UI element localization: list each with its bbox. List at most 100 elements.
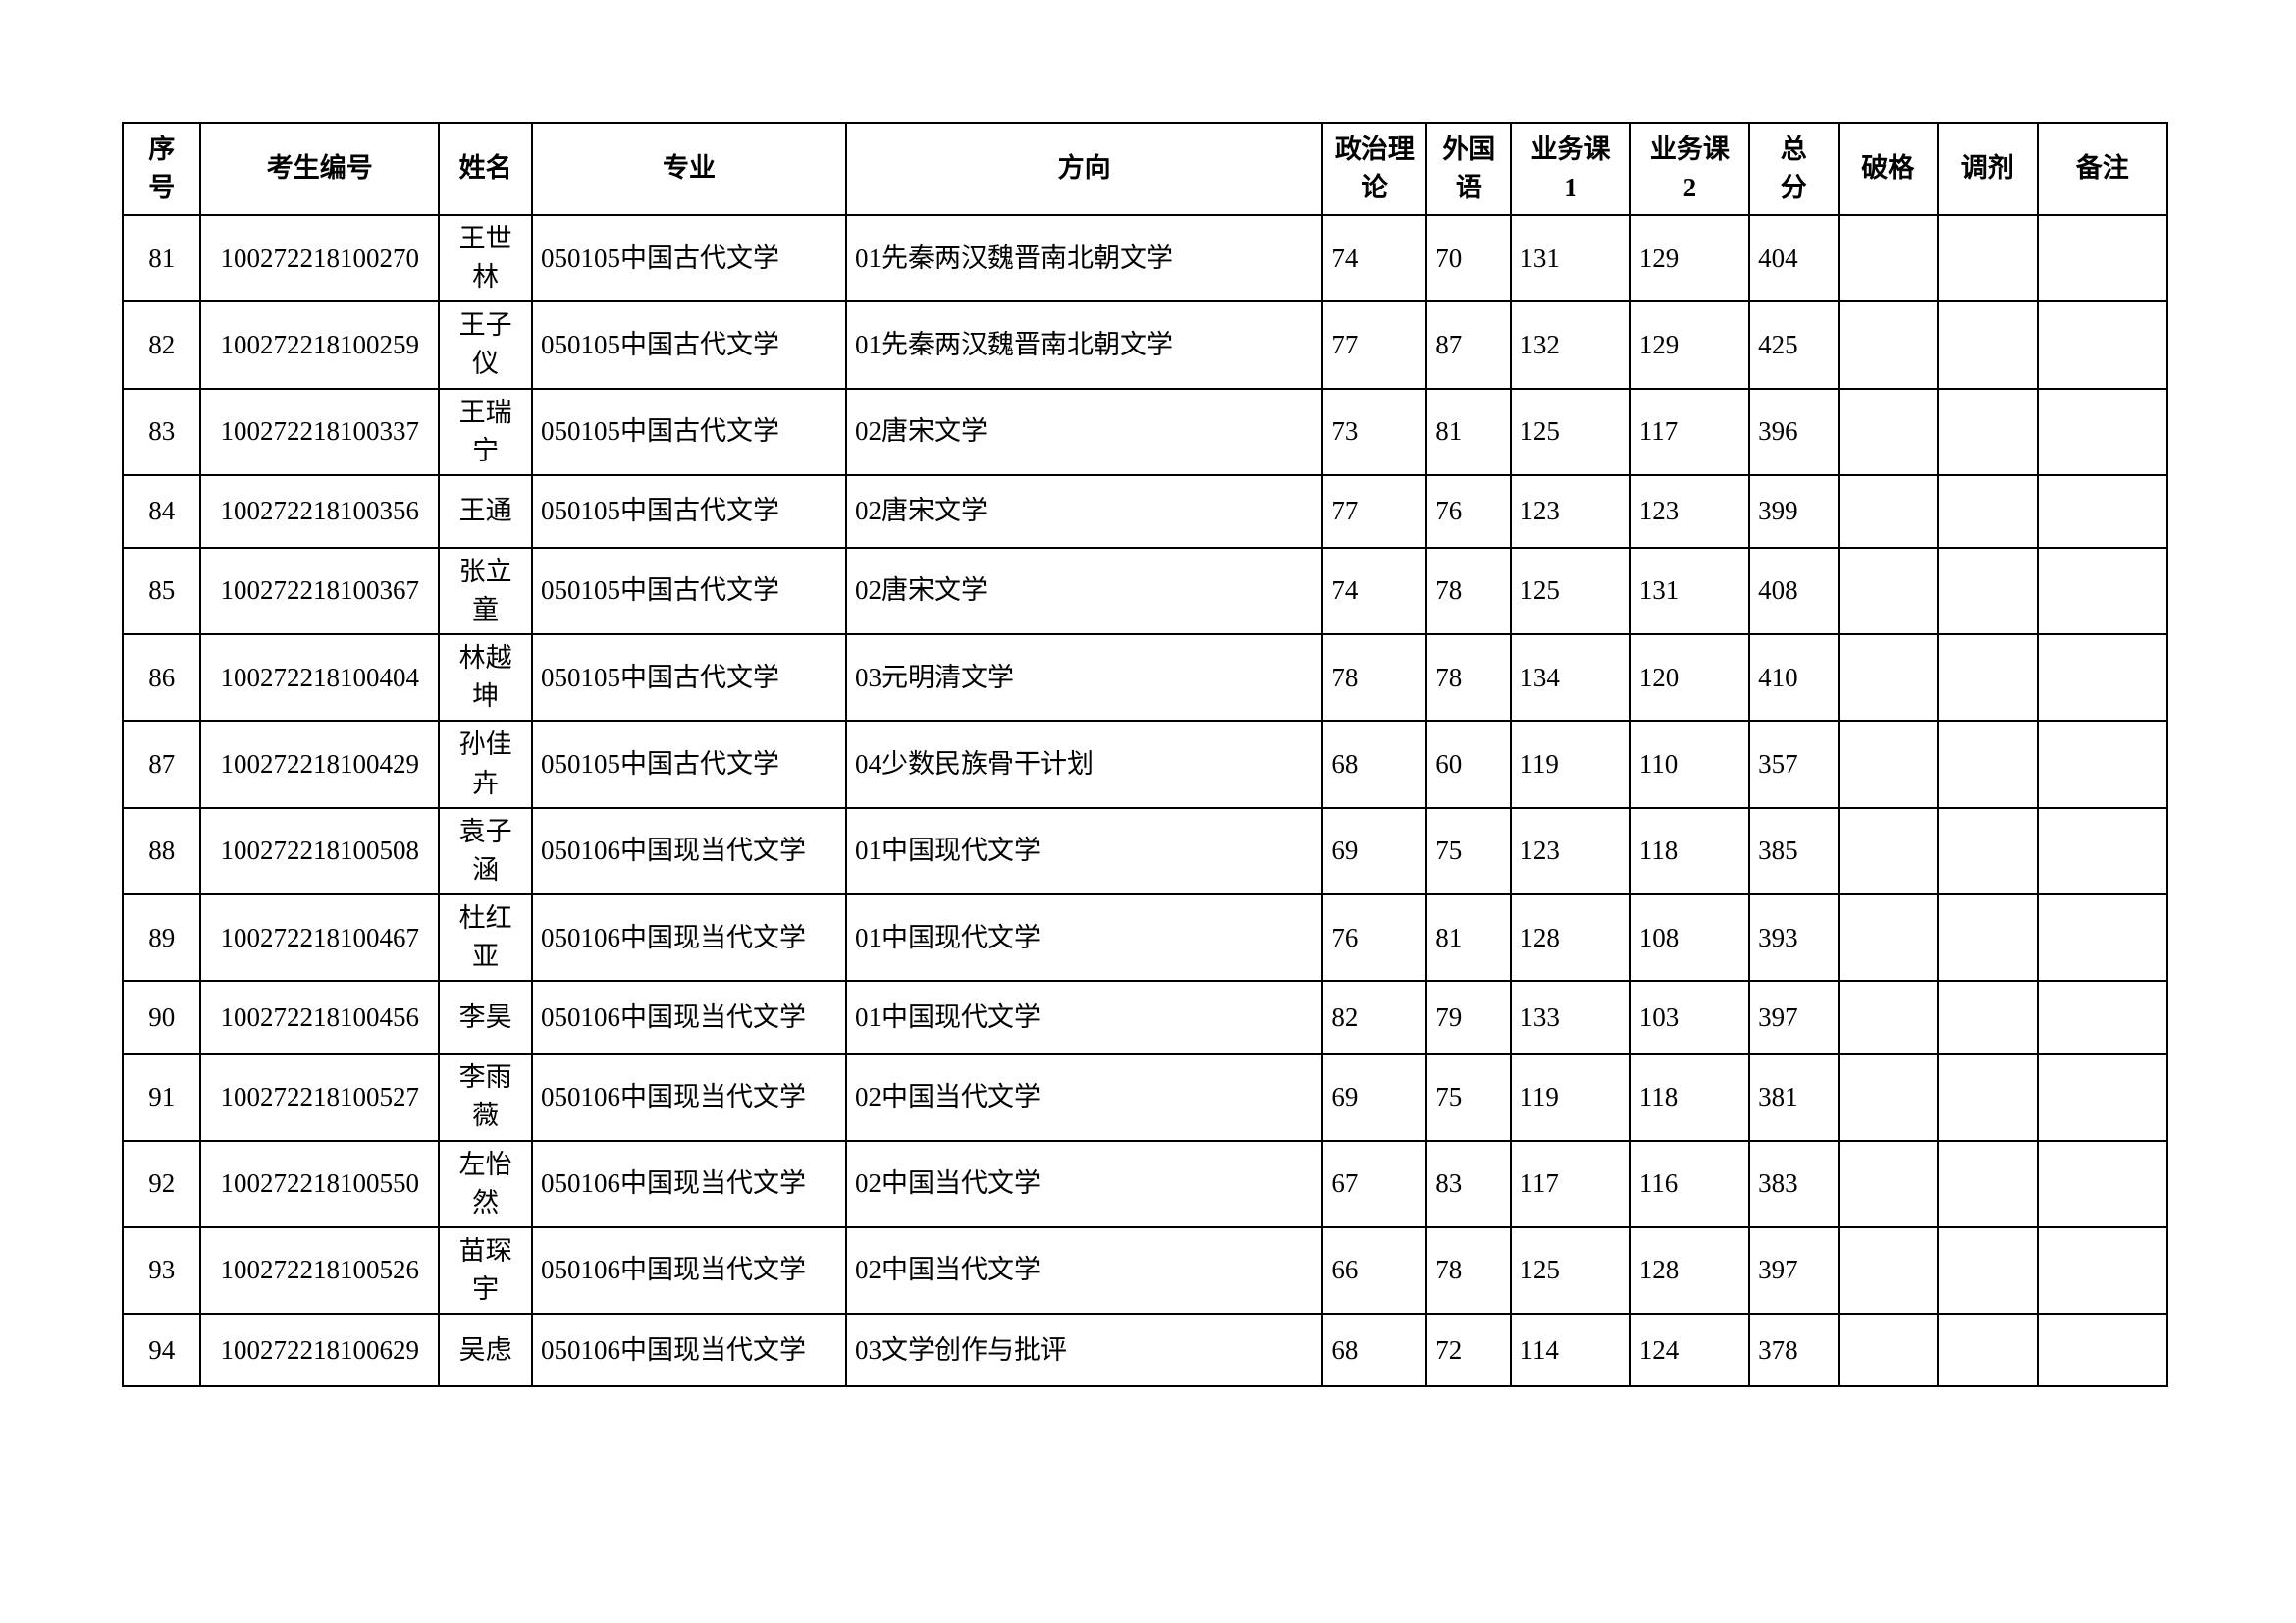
cell-adjust xyxy=(1937,893,2039,983)
cell-direction: 02唐宋文学 xyxy=(844,546,1324,636)
cell-total-score: 357 xyxy=(1748,720,1840,809)
cell-prof2-score: 116 xyxy=(1629,1139,1751,1228)
cell-adjust xyxy=(1937,546,2039,636)
cell-adjust xyxy=(1937,633,2039,723)
cell-politics-score: 69 xyxy=(1321,1053,1428,1142)
cell-exam-no: 100272218100259 xyxy=(199,300,441,390)
column-header-remark: 备注 xyxy=(2036,122,2169,216)
cell-exam-no: 100272218100270 xyxy=(199,213,441,303)
cell-remark xyxy=(2036,1139,2169,1228)
cell-politics-score: 66 xyxy=(1321,1225,1428,1316)
cell-total-score: 383 xyxy=(1748,1139,1840,1228)
cell-prof2-score: 129 xyxy=(1629,300,1751,390)
cell-major: 050105中国古代文学 xyxy=(531,633,847,723)
cell-exam-no: 100272218100526 xyxy=(199,1225,441,1316)
cell-exam-no: 100272218100404 xyxy=(199,633,441,723)
cell-seq: 86 xyxy=(121,633,202,723)
cell-major: 050105中国古代文学 xyxy=(531,213,847,303)
cell-seq: 93 xyxy=(121,1225,202,1316)
cell-breakthrough xyxy=(1837,1053,1940,1142)
cell-prof1-score: 132 xyxy=(1510,300,1631,390)
cell-name: 吴虑 xyxy=(438,1313,534,1388)
cell-politics-score: 68 xyxy=(1321,720,1428,809)
cell-prof1-score: 119 xyxy=(1510,720,1631,809)
cell-remark xyxy=(2036,473,2169,549)
cell-adjust xyxy=(1937,720,2039,809)
cell-adjust xyxy=(1937,806,2039,895)
cell-total-score: 410 xyxy=(1748,633,1840,723)
table-row: 87 100272218100429 孙佳卉 050105中国古代文学 04少数民族骨干… xyxy=(121,720,2169,809)
cell-prof2-score: 118 xyxy=(1629,806,1751,895)
cell-prof1-score: 117 xyxy=(1510,1139,1631,1228)
cell-foreign-score: 70 xyxy=(1425,213,1513,303)
cell-breakthrough xyxy=(1837,806,1940,895)
cell-foreign-score: 81 xyxy=(1425,387,1513,476)
cell-seq: 92 xyxy=(121,1139,202,1228)
column-header-politics-line1: 政治理 xyxy=(1334,134,1415,164)
cell-exam-no: 100272218100367 xyxy=(199,546,441,636)
table-row: 86 100272218100404 林越坤 050105中国古代文学 03元明清文学 7… xyxy=(121,633,2169,723)
column-header-total-line2: 分 xyxy=(1780,173,1807,202)
cell-name: 王子仪 xyxy=(438,300,534,390)
column-header-politics: 政治理 论 xyxy=(1321,122,1428,216)
column-header-foreign-line2: 语 xyxy=(1455,173,1482,202)
cell-prof2-score: 124 xyxy=(1629,1313,1751,1388)
cell-total-score: 399 xyxy=(1748,473,1840,549)
cell-prof2-score: 118 xyxy=(1629,1053,1751,1142)
cell-direction: 04少数民族骨干计划 xyxy=(844,720,1324,809)
cell-prof1-score: 134 xyxy=(1510,633,1631,723)
cell-seq: 83 xyxy=(121,387,202,476)
column-header-total: 总 分 xyxy=(1748,122,1840,216)
cell-name: 张立童 xyxy=(438,546,534,636)
cell-seq: 87 xyxy=(121,720,202,809)
cell-exam-no: 100272218100629 xyxy=(199,1313,441,1388)
cell-prof1-score: 114 xyxy=(1510,1313,1631,1388)
column-header-total-line1: 总 xyxy=(1780,134,1807,164)
cell-politics-score: 69 xyxy=(1321,806,1428,895)
column-header-exam-no: 考生编号 xyxy=(199,122,441,216)
cell-prof1-score: 123 xyxy=(1510,806,1631,895)
cell-name: 王通 xyxy=(438,473,534,549)
cell-major: 050106中国现当代文学 xyxy=(531,1313,847,1388)
cell-major: 050106中国现当代文学 xyxy=(531,1225,847,1316)
cell-prof1-score: 133 xyxy=(1510,980,1631,1055)
cell-exam-no: 100272218100337 xyxy=(199,387,441,476)
cell-breakthrough xyxy=(1837,213,1940,303)
cell-name: 王世林 xyxy=(438,213,534,303)
cell-direction: 02中国当代文学 xyxy=(844,1053,1324,1142)
cell-breakthrough xyxy=(1837,387,1940,476)
cell-total-score: 425 xyxy=(1748,300,1840,390)
cell-total-score: 385 xyxy=(1748,806,1840,895)
cell-direction: 02唐宋文学 xyxy=(844,387,1324,476)
table-row: 81 100272218100270 王世林 050105中国古代文学 01先秦两汉魏晋… xyxy=(121,213,2169,303)
cell-major: 050105中国古代文学 xyxy=(531,473,847,549)
cell-prof1-score: 125 xyxy=(1510,387,1631,476)
cell-name: 王瑞宁 xyxy=(438,387,534,476)
cell-direction: 01中国现代文学 xyxy=(844,893,1324,983)
cell-remark xyxy=(2036,633,2169,723)
cell-seq: 94 xyxy=(121,1313,202,1388)
cell-name: 林越坤 xyxy=(438,633,534,723)
cell-direction: 02中国当代文学 xyxy=(844,1225,1324,1316)
cell-exam-no: 100272218100467 xyxy=(199,893,441,983)
cell-politics-score: 78 xyxy=(1321,633,1428,723)
cell-breakthrough xyxy=(1837,546,1940,636)
cell-breakthrough xyxy=(1837,1139,1940,1228)
cell-politics-score: 82 xyxy=(1321,980,1428,1055)
cell-foreign-score: 78 xyxy=(1425,633,1513,723)
cell-prof2-score: 123 xyxy=(1629,473,1751,549)
cell-remark xyxy=(2036,1053,2169,1142)
cell-politics-score: 74 xyxy=(1321,213,1428,303)
cell-prof2-score: 129 xyxy=(1629,213,1751,303)
cell-prof2-score: 110 xyxy=(1629,720,1751,809)
table-row: 91 100272218100527 李雨薇 050106中国现当代文学 02中国当代文… xyxy=(121,1053,2169,1142)
cell-foreign-score: 79 xyxy=(1425,980,1513,1055)
cell-foreign-score: 87 xyxy=(1425,300,1513,390)
cell-remark xyxy=(2036,1225,2169,1316)
column-header-prof1-line2: 1 xyxy=(1564,173,1577,202)
cell-seq: 90 xyxy=(121,980,202,1055)
column-header-politics-line2: 论 xyxy=(1361,173,1388,202)
cell-remark xyxy=(2036,387,2169,476)
cell-breakthrough xyxy=(1837,893,1940,983)
